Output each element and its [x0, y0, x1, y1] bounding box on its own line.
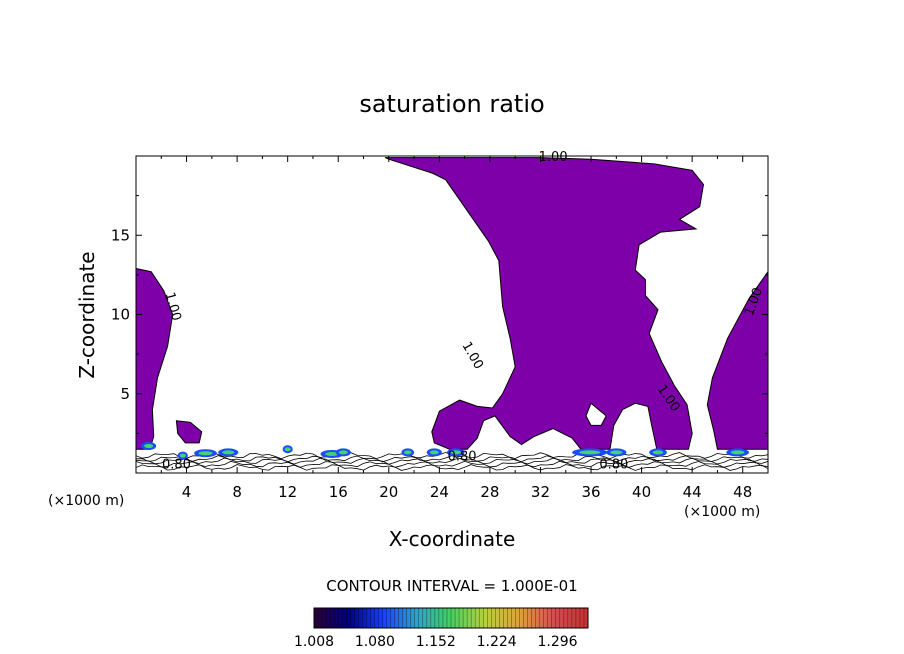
blob-x4-region — [175, 420, 203, 444]
spot-inner — [198, 451, 213, 456]
x-unit-label-right: (×1000 m) — [684, 504, 760, 520]
spot-inner — [144, 444, 154, 449]
colorbar-tick-label: 1.080 — [355, 634, 395, 650]
y-axis-label: Z-coordinate — [75, 251, 99, 378]
y-axis-ticks: 5 10 15 — [111, 195, 768, 434]
contour-label: 0.80 — [162, 458, 191, 473]
spot-inner — [730, 450, 745, 455]
x-tick-label: 32 — [531, 483, 550, 501]
x-tick-label: 40 — [632, 483, 651, 501]
colorbar — [313, 607, 589, 629]
spot-inner — [450, 450, 462, 455]
spot-inner — [652, 450, 664, 455]
cloud-main-region — [384, 157, 705, 450]
contour-label: 0.80 — [599, 458, 628, 473]
x-tick-label: 44 — [683, 483, 702, 501]
high-saturation-spots — [141, 442, 750, 460]
colorbar-tick-label: 1.152 — [416, 634, 456, 650]
x-tick-label: 20 — [379, 483, 398, 501]
contour-label: 1.00 — [539, 150, 568, 165]
x-axis-ticks: 4 8 12 16 20 24 28 32 36 40 44 48 — [160, 156, 752, 501]
colorbar-tick-label: 1.296 — [538, 634, 578, 650]
spot-inner — [579, 450, 601, 455]
contour-line-low — [136, 464, 768, 471]
x-tick-label: 24 — [430, 483, 449, 501]
spot-inner — [325, 451, 339, 456]
contour-label: 1.00 — [458, 339, 485, 372]
contour-fill-regions — [136, 157, 768, 450]
x-tick-label: 4 — [182, 483, 192, 501]
spot-inner — [179, 453, 186, 458]
y-tick-label: 10 — [111, 306, 130, 324]
y-tick-label: 5 — [120, 385, 130, 403]
cloud-right-region — [706, 270, 768, 450]
x-tick-label: 12 — [278, 483, 297, 501]
spot-inner — [610, 450, 623, 455]
spot-inner — [338, 450, 348, 455]
contour-label: 0.80 — [448, 450, 477, 465]
x-tick-label: 8 — [232, 483, 242, 501]
x-axis-label: X-coordinate — [389, 527, 516, 551]
spot-inner — [429, 450, 439, 455]
colorbar-tick-label: 1.008 — [294, 634, 334, 650]
x-tick-label: 16 — [329, 483, 348, 501]
colorbar-tick-labels: 1.008 1.080 1.152 1.224 1.296 — [294, 634, 578, 650]
contour-line-low — [136, 457, 768, 465]
x-unit-label-left: (×1000 m) — [48, 493, 124, 509]
spot-inner — [284, 447, 291, 452]
contour-interval-label: CONTOUR INTERVAL = 1.000E-01 — [326, 577, 577, 595]
spot-inner — [403, 450, 412, 455]
x-tick-label: 48 — [733, 483, 752, 501]
spot-inner — [222, 450, 235, 455]
contour-label: 1.00 — [162, 291, 184, 323]
x-tick-label: 28 — [480, 483, 499, 501]
chart-title: saturation ratio — [359, 90, 544, 118]
x-tick-label: 36 — [581, 483, 600, 501]
y-tick-label: 15 — [111, 226, 130, 244]
hole-x36-region — [585, 402, 607, 426]
contour-line-low — [136, 460, 768, 468]
colorbar-tick-label: 1.224 — [477, 634, 517, 650]
